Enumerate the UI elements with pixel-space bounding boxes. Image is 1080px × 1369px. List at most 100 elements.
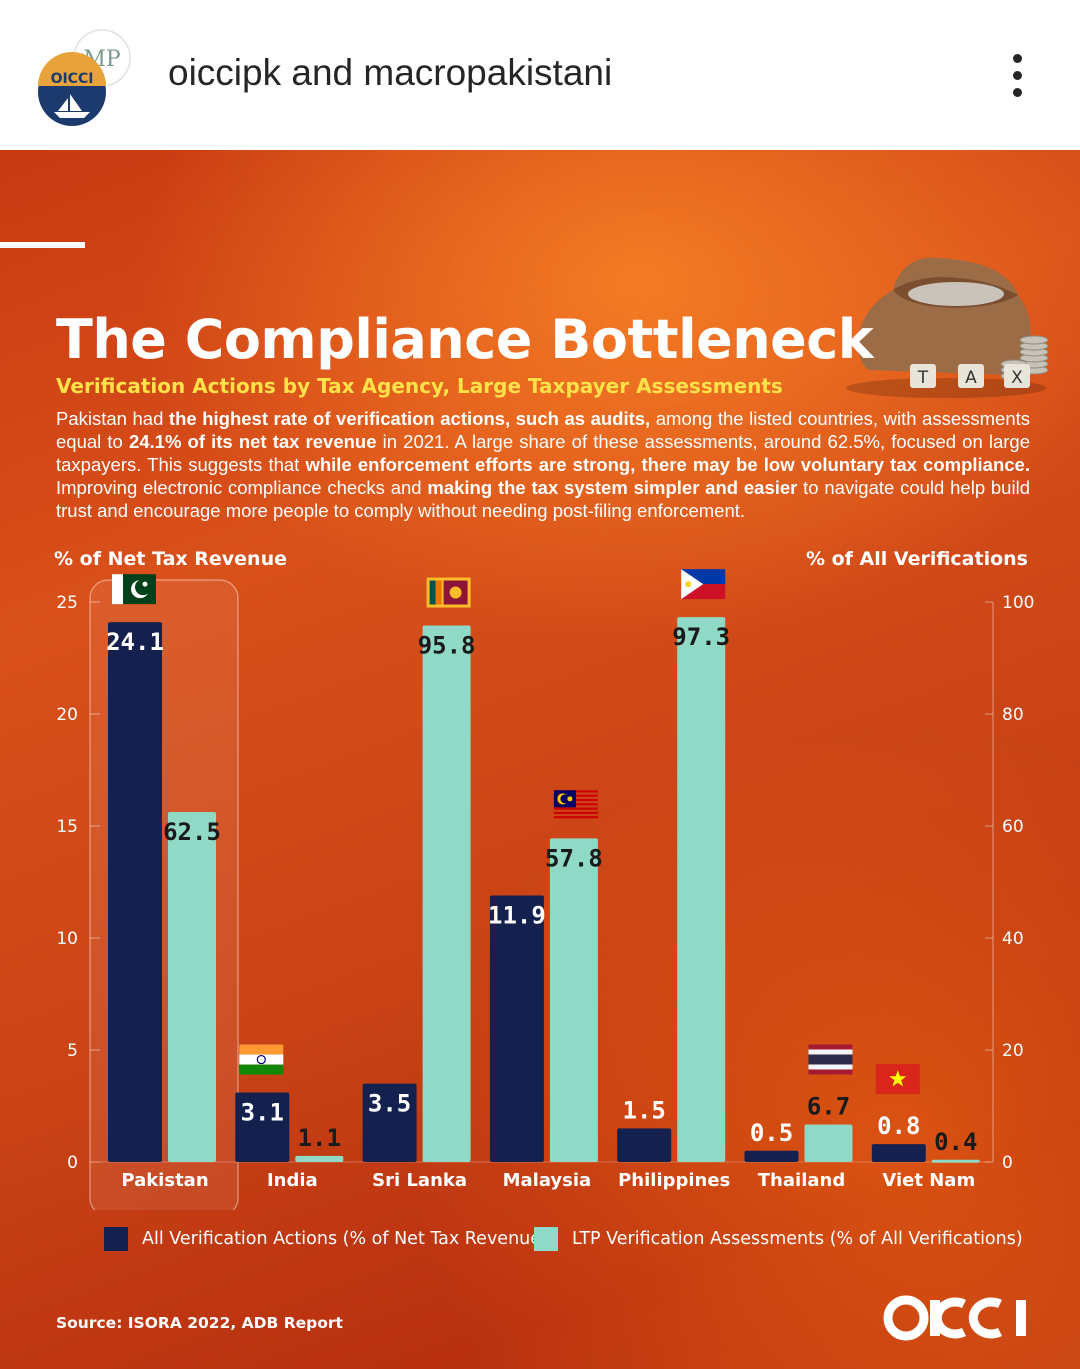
left-axis-tick-label: 20 bbox=[56, 705, 78, 725]
pakistan-flag-star bbox=[142, 581, 148, 587]
tax-tile-t-label: T bbox=[917, 368, 929, 388]
bar-chart: 0 5 10 15 20 25 0 20 40 60 80 100 24.1 62.5 Pakistan 3.… bbox=[56, 569, 1034, 1210]
bar-ltp-verification bbox=[295, 1155, 344, 1162]
category-label: Pakistan bbox=[121, 1170, 208, 1191]
bar-all-verification bbox=[108, 622, 162, 1162]
left-axis-tick-label: 5 bbox=[67, 1041, 78, 1061]
bar-all-verification bbox=[362, 1083, 417, 1162]
account-avatar[interactable]: MP OICCI bbox=[34, 28, 138, 132]
data-label-ltp-verification: 62.5 bbox=[163, 818, 221, 846]
category-label: Thailand bbox=[758, 1170, 845, 1191]
source-note: Source: ISORA 2022, ADB Report bbox=[56, 1314, 343, 1332]
description-text: Pakistan had bbox=[56, 408, 169, 429]
description-text: among the listed countries, with assessm… bbox=[56, 408, 1031, 452]
tax-tile-a bbox=[958, 364, 984, 388]
india-flag-chakra bbox=[256, 1054, 266, 1065]
right-axis-tick-label: 20 bbox=[1002, 1041, 1024, 1061]
svg-text:OICCI: OICCI bbox=[51, 71, 94, 87]
description-text: in 2021. A large share of these assessme… bbox=[56, 431, 1030, 475]
left-axis-tick-label: 0 bbox=[67, 1153, 78, 1173]
legend-swatch-light bbox=[534, 1227, 558, 1251]
india-flag-white bbox=[239, 1054, 284, 1065]
tax-tile-x-label: X bbox=[1011, 368, 1023, 388]
infographic-card: T A X The Compliance Bottleneck Verifica… bbox=[0, 150, 1080, 1369]
tax-tile-a-label: A bbox=[965, 368, 977, 388]
bar-ltp-verification bbox=[931, 1159, 980, 1163]
data-label-all-verification: 0.5 bbox=[750, 1119, 793, 1147]
malaysia-flag-crescent-cut bbox=[560, 794, 570, 804]
legend-item-all-verification: All Verification Actions (% of Net Tax R… bbox=[104, 1227, 548, 1251]
data-label-all-verification: 3.5 bbox=[368, 1090, 411, 1118]
data-label-all-verification: 24.1 bbox=[106, 628, 164, 656]
description-emphasis: making the tax system simpler and easier bbox=[427, 477, 798, 498]
tax-tile-t bbox=[910, 364, 936, 388]
bar-ltp-verification bbox=[549, 838, 598, 1162]
malaysia-flag-stripe bbox=[553, 811, 598, 814]
infographic-subtitle: Verification Actions by Tax Agency, Larg… bbox=[56, 374, 783, 398]
bar-all-verification bbox=[235, 1092, 290, 1162]
pakistan-flag-stripe bbox=[112, 574, 123, 605]
india-flag-icon bbox=[239, 1044, 284, 1055]
right-axis-tick-label: 60 bbox=[1002, 817, 1024, 837]
bar-all-verification bbox=[871, 1144, 926, 1162]
sri-lanka-flag-green bbox=[429, 580, 436, 605]
infographic-title: The Compliance Bottleneck bbox=[56, 308, 874, 371]
more-options-icon[interactable] bbox=[1000, 50, 1036, 102]
description-text: Improving electronic compliance checks a… bbox=[56, 477, 428, 498]
right-axis-title: % of All Verifications bbox=[805, 548, 1028, 570]
bar-all-verification bbox=[617, 1128, 672, 1162]
description-emphasis: the highest rate of verification actions… bbox=[168, 408, 651, 429]
vietnam-flag-star bbox=[889, 1070, 907, 1087]
category-label: Viet Nam bbox=[882, 1170, 975, 1191]
description-emphasis: while enforcement efforts are strong, th… bbox=[305, 454, 1030, 475]
malaysia-flag-stripe bbox=[553, 807, 598, 810]
legend-label: LTP Verification Assessments (% of All V… bbox=[572, 1229, 1023, 1249]
philippines-flag-triangle bbox=[681, 569, 704, 600]
thailand-flag-blue bbox=[808, 1054, 853, 1065]
pakistan-flag-crescent-cut bbox=[135, 579, 151, 596]
chart-legend: All Verification Actions (% of Net Tax R… bbox=[104, 1227, 1023, 1257]
bar-all-verification bbox=[744, 1150, 799, 1162]
bar-ltp-verification bbox=[804, 1124, 853, 1162]
right-axis-tick-label: 80 bbox=[1002, 705, 1024, 725]
post-header: MP OICCI oiccipk and macropakistani bbox=[0, 0, 1080, 150]
sri-lanka-flag-orange bbox=[435, 580, 442, 605]
description-text: to navigate could help build trust and e… bbox=[56, 477, 1030, 521]
left-axis-tick-label: 10 bbox=[56, 929, 78, 949]
tax-tile-x bbox=[1004, 364, 1030, 388]
data-label-ltp-verification: 95.8 bbox=[418, 632, 476, 660]
legend-swatch-dark bbox=[104, 1227, 128, 1251]
legend-label: All Verification Actions (% of Net Tax R… bbox=[142, 1229, 548, 1249]
tax-money-bag-illustration: T A X bbox=[846, 257, 1049, 398]
accent-line bbox=[0, 242, 85, 248]
bar-ltp-verification bbox=[422, 625, 471, 1162]
left-axis-tick-label: 25 bbox=[56, 593, 78, 613]
philippines-flag-sun bbox=[685, 581, 692, 588]
right-axis-tick-label: 100 bbox=[1002, 593, 1034, 613]
data-label-all-verification: 1.5 bbox=[623, 1096, 666, 1124]
data-label-all-verification: 11.9 bbox=[488, 901, 546, 929]
description-emphasis: 24.1% of its net tax revenue bbox=[128, 431, 377, 452]
category-label: Malaysia bbox=[503, 1170, 592, 1191]
right-axis-tick-label: 40 bbox=[1002, 929, 1024, 949]
data-label-ltp-verification: 97.3 bbox=[672, 623, 730, 651]
data-label-ltp-verification: 57.8 bbox=[545, 844, 603, 872]
malaysia-flag-star bbox=[567, 796, 573, 802]
data-label-all-verification: 0.8 bbox=[877, 1112, 920, 1140]
bar-all-verification bbox=[489, 895, 544, 1162]
category-label: Sri Lanka bbox=[372, 1170, 467, 1191]
category-label: Philippines bbox=[618, 1170, 730, 1191]
left-axis-title: % of Net Tax Revenue bbox=[54, 548, 288, 570]
infographic-description: Pakistan had the highest rate of verific… bbox=[56, 407, 1030, 522]
oicci-logo bbox=[883, 1295, 1026, 1341]
post-author-names[interactable]: oiccipk and macropakistani bbox=[168, 52, 613, 93]
legend-item-ltp-verification: LTP Verification Assessments (% of All V… bbox=[534, 1227, 1023, 1251]
left-axis-tick-label: 15 bbox=[56, 817, 78, 837]
sri-lanka-flag-lion bbox=[449, 586, 462, 599]
data-label-all-verification: 3.1 bbox=[241, 1099, 284, 1127]
india-flag-green bbox=[239, 1064, 284, 1075]
malaysia-flag-stripe bbox=[553, 816, 598, 819]
bar-ltp-verification bbox=[677, 617, 726, 1162]
data-label-ltp-verification: 1.1 bbox=[298, 1124, 341, 1152]
data-label-ltp-verification: 0.4 bbox=[934, 1128, 977, 1156]
